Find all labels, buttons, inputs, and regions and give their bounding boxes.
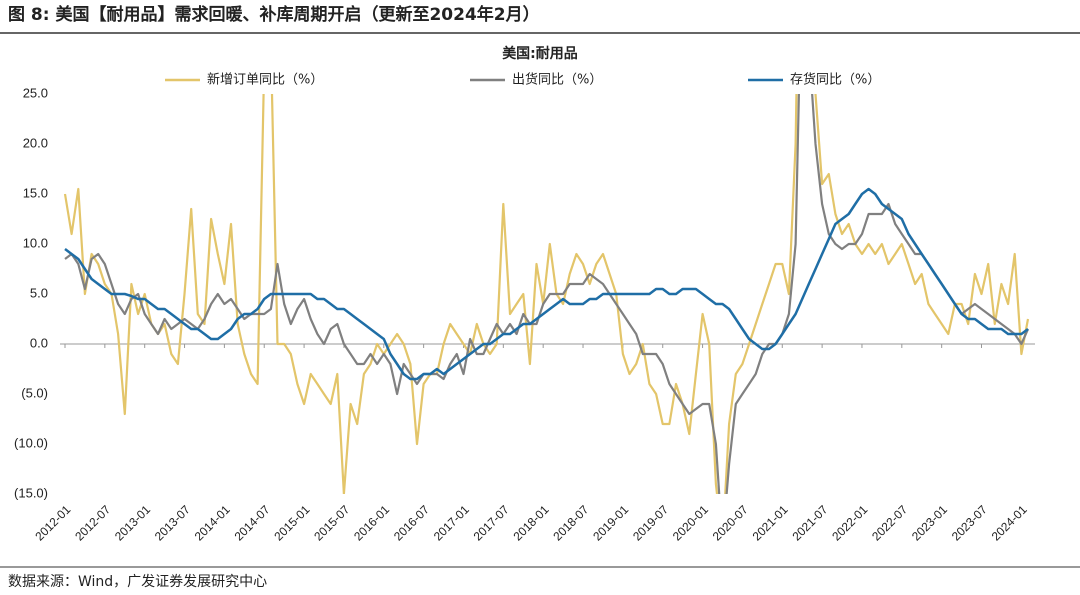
y-tick-label: (15.0) [14,485,48,500]
y-tick-label: 0.0 [30,335,48,350]
y-tick-label: 20.0 [23,135,48,150]
y-tick-label: (10.0) [14,435,48,450]
x-tick-label: 2023-01 [909,502,950,543]
x-tick-label: 2021-07 [789,502,830,543]
x-tick-label: 2018-01 [510,502,551,543]
x-tick-label: 2020-07 [710,502,751,543]
plot-area [63,94,1030,494]
x-tick-label: 2012-07 [72,502,113,543]
y-tick-label: (5.0) [21,385,48,400]
x-tick-label: 2018-07 [550,502,591,543]
x-tick-label: 2019-07 [630,502,671,543]
x-tick-label: 2017-07 [471,502,512,543]
x-tick-label: 2014-01 [192,502,233,543]
x-tick-label: 2014-07 [232,502,273,543]
x-tick-label: 2016-07 [391,502,432,543]
legend-label: 出货同比（%） [512,72,602,88]
x-tick-label: 2019-01 [590,502,631,543]
x-tick-label: 2015-07 [311,502,352,543]
series-line [64,94,1030,494]
x-tick-label: 2017-01 [431,502,472,543]
x-tick-label: 2021-01 [750,502,791,543]
x-tick-label: 2013-01 [112,502,153,543]
chart-title: 美国:耐用品 [502,45,578,62]
y-tick-label: 25.0 [23,85,48,100]
x-tick-label: 2024-01 [989,502,1030,543]
series-line [64,187,1029,381]
x-tick-label: 2020-01 [670,502,711,543]
y-tick-label: 5.0 [30,285,48,300]
x-tick-label: 2015-01 [271,502,312,543]
x-tick-label: 2023-07 [949,502,990,543]
legend-label: 新增订单同比（%） [207,72,323,88]
legend-label: 存货同比（%） [790,72,880,88]
source: 数据来源：Wind，广发证券发展研究中心 [8,574,267,590]
x-tick-label: 2022-01 [829,502,870,543]
figure-title: 图 8: 美国【耐用品】需求回暖、补库周期开启（更新至2024年2月） [8,4,540,25]
y-tick-label: 10.0 [23,235,48,250]
x-tick-label: 2013-07 [152,502,193,543]
y-tick-label: 15.0 [23,185,48,200]
x-tick-label: 2016-01 [351,502,392,543]
x-tick-label: 2012-01 [32,502,73,543]
series-line [63,94,1030,494]
x-tick-label: 2022-07 [869,502,910,543]
